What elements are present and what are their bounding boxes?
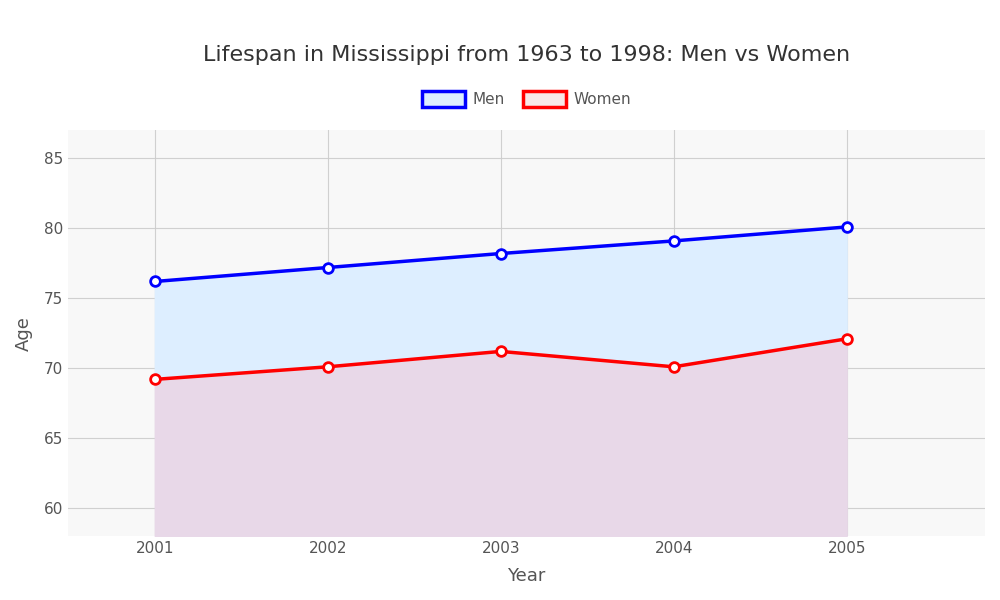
X-axis label: Year: Year — [507, 567, 546, 585]
Legend: Men, Women: Men, Women — [416, 85, 637, 113]
Title: Lifespan in Mississippi from 1963 to 1998: Men vs Women: Lifespan in Mississippi from 1963 to 199… — [203, 45, 850, 65]
Y-axis label: Age: Age — [15, 316, 33, 350]
